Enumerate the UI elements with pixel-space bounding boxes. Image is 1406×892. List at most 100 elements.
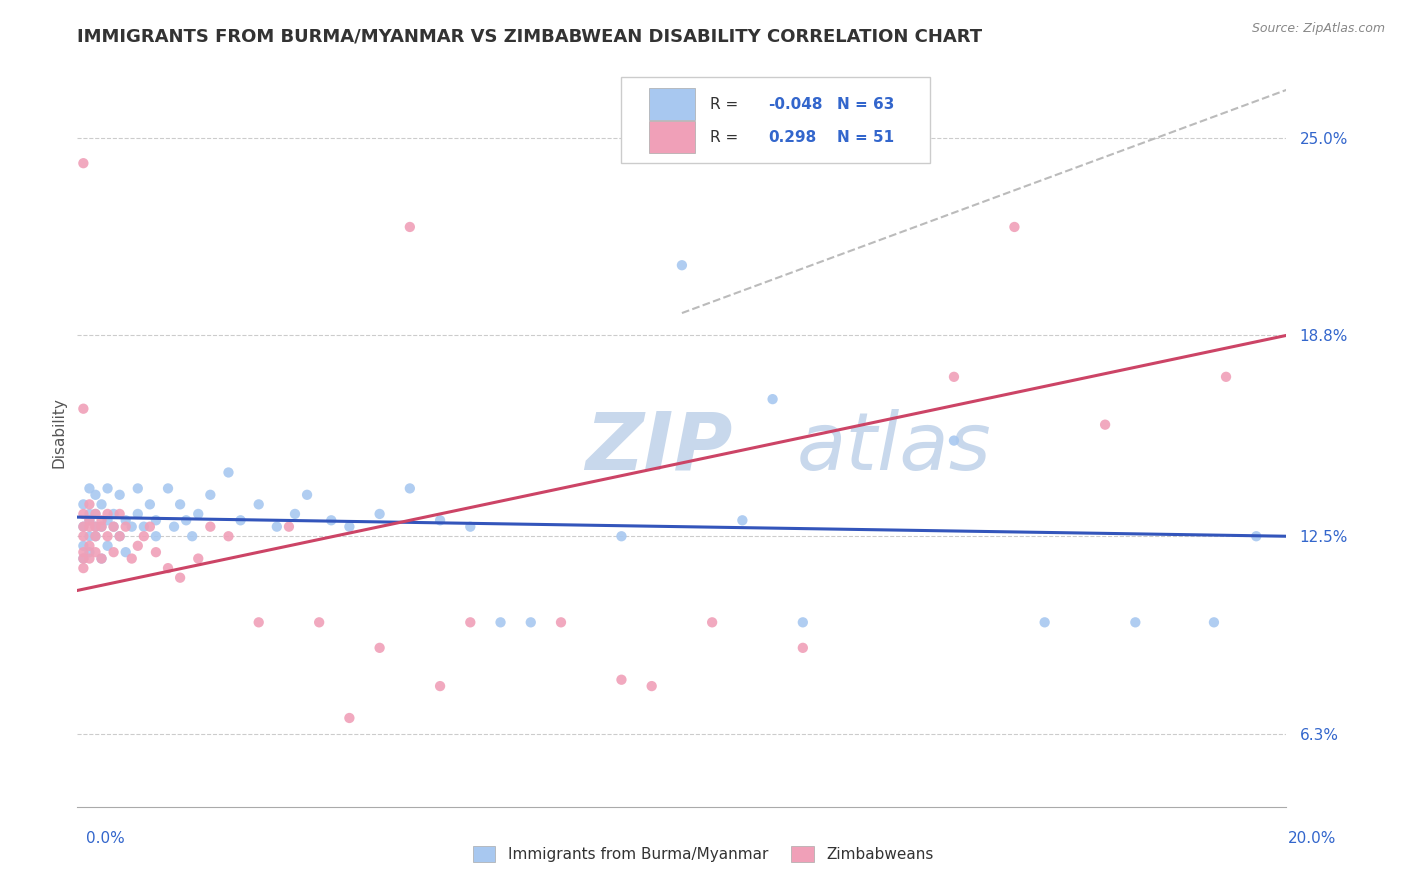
Point: [108, 529, 131, 543]
Point: [368, 507, 391, 521]
Point: [1094, 417, 1116, 432]
Point: [157, 561, 180, 575]
Point: [72, 551, 94, 566]
Text: R =: R =: [710, 129, 742, 145]
Point: [72, 519, 94, 533]
Text: -0.048: -0.048: [768, 96, 823, 112]
Point: [127, 482, 149, 496]
Point: [610, 673, 633, 687]
Point: [108, 488, 131, 502]
Point: [266, 519, 288, 533]
Point: [792, 615, 814, 630]
FancyBboxPatch shape: [621, 77, 929, 163]
Point: [792, 640, 814, 655]
Point: [200, 488, 222, 502]
Point: [84, 507, 107, 521]
Point: [139, 497, 162, 511]
Point: [1202, 615, 1225, 630]
Point: [121, 551, 143, 566]
Point: [429, 679, 451, 693]
Point: [103, 545, 125, 559]
Point: [145, 529, 167, 543]
Point: [84, 529, 107, 543]
Point: [72, 497, 94, 511]
Point: [127, 507, 149, 521]
Point: [762, 392, 785, 406]
Point: [90, 519, 112, 533]
Point: [702, 615, 724, 630]
Point: [458, 615, 481, 630]
Point: [90, 519, 112, 533]
Point: [114, 519, 136, 533]
Point: [942, 434, 965, 448]
Point: [84, 529, 107, 543]
Y-axis label: Disability: Disability: [51, 397, 66, 468]
Point: [90, 551, 112, 566]
Text: IMMIGRANTS FROM BURMA/MYANMAR VS ZIMBABWEAN DISABILITY CORRELATION CHART: IMMIGRANTS FROM BURMA/MYANMAR VS ZIMBABW…: [77, 28, 983, 45]
Point: [174, 513, 197, 527]
Point: [337, 711, 360, 725]
Point: [84, 545, 107, 559]
Point: [1246, 529, 1268, 543]
Point: [103, 507, 125, 521]
Point: [145, 513, 167, 527]
Text: ZIP: ZIP: [585, 409, 733, 487]
Point: [132, 519, 155, 533]
Point: [108, 529, 131, 543]
Point: [79, 529, 101, 543]
Point: [79, 507, 101, 521]
Point: [399, 219, 422, 234]
Point: [72, 545, 94, 559]
Point: [284, 507, 307, 521]
Text: 0.298: 0.298: [768, 129, 815, 145]
Point: [90, 497, 112, 511]
Point: [72, 519, 94, 533]
Point: [187, 507, 209, 521]
Point: [247, 497, 270, 511]
Point: [520, 615, 543, 630]
Point: [1123, 615, 1146, 630]
Point: [671, 258, 693, 272]
Point: [139, 519, 162, 533]
Point: [145, 545, 167, 559]
Point: [127, 539, 149, 553]
Point: [96, 507, 118, 521]
FancyBboxPatch shape: [650, 88, 695, 120]
Point: [96, 529, 118, 543]
Point: [550, 615, 572, 630]
Point: [72, 561, 94, 575]
Point: [79, 539, 101, 553]
Point: [187, 551, 209, 566]
Point: [84, 519, 107, 533]
Point: [72, 401, 94, 416]
Text: R =: R =: [710, 96, 742, 112]
Point: [641, 679, 664, 693]
Point: [337, 519, 360, 533]
Text: Source: ZipAtlas.com: Source: ZipAtlas.com: [1251, 22, 1385, 36]
Point: [1033, 615, 1056, 630]
Point: [72, 551, 94, 566]
Point: [79, 519, 101, 533]
Point: [157, 482, 180, 496]
Point: [247, 615, 270, 630]
Point: [489, 615, 512, 630]
Point: [610, 529, 633, 543]
Point: [114, 545, 136, 559]
Point: [218, 529, 240, 543]
Legend: Immigrants from Burma/Myanmar, Zimbabweans: Immigrants from Burma/Myanmar, Zimbabwea…: [467, 840, 939, 868]
Text: atlas: atlas: [797, 409, 991, 487]
Point: [458, 519, 481, 533]
Point: [399, 482, 422, 496]
Point: [1215, 369, 1237, 384]
Point: [103, 519, 125, 533]
Point: [181, 529, 204, 543]
Point: [79, 545, 101, 559]
Point: [308, 615, 330, 630]
Point: [79, 513, 101, 527]
Point: [96, 482, 118, 496]
Point: [84, 507, 107, 521]
Point: [169, 571, 191, 585]
Point: [103, 519, 125, 533]
Point: [942, 369, 965, 384]
Point: [200, 519, 222, 533]
